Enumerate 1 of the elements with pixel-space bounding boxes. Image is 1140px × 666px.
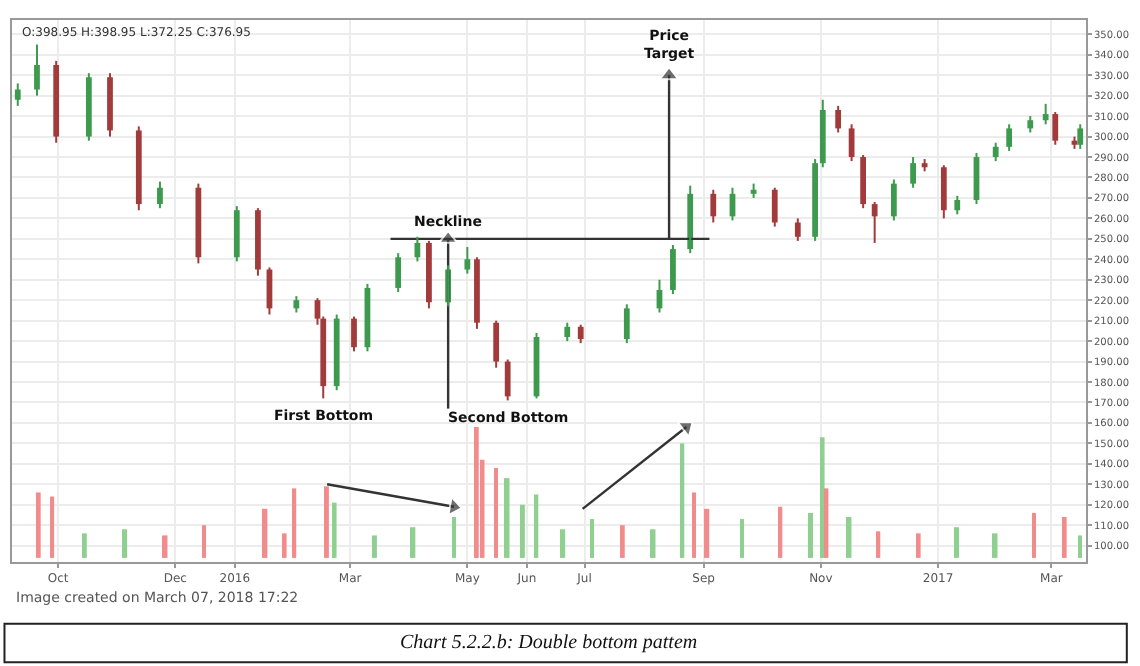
caption: Chart 5.2.2.b: Double bottom pattem bbox=[400, 632, 698, 654]
